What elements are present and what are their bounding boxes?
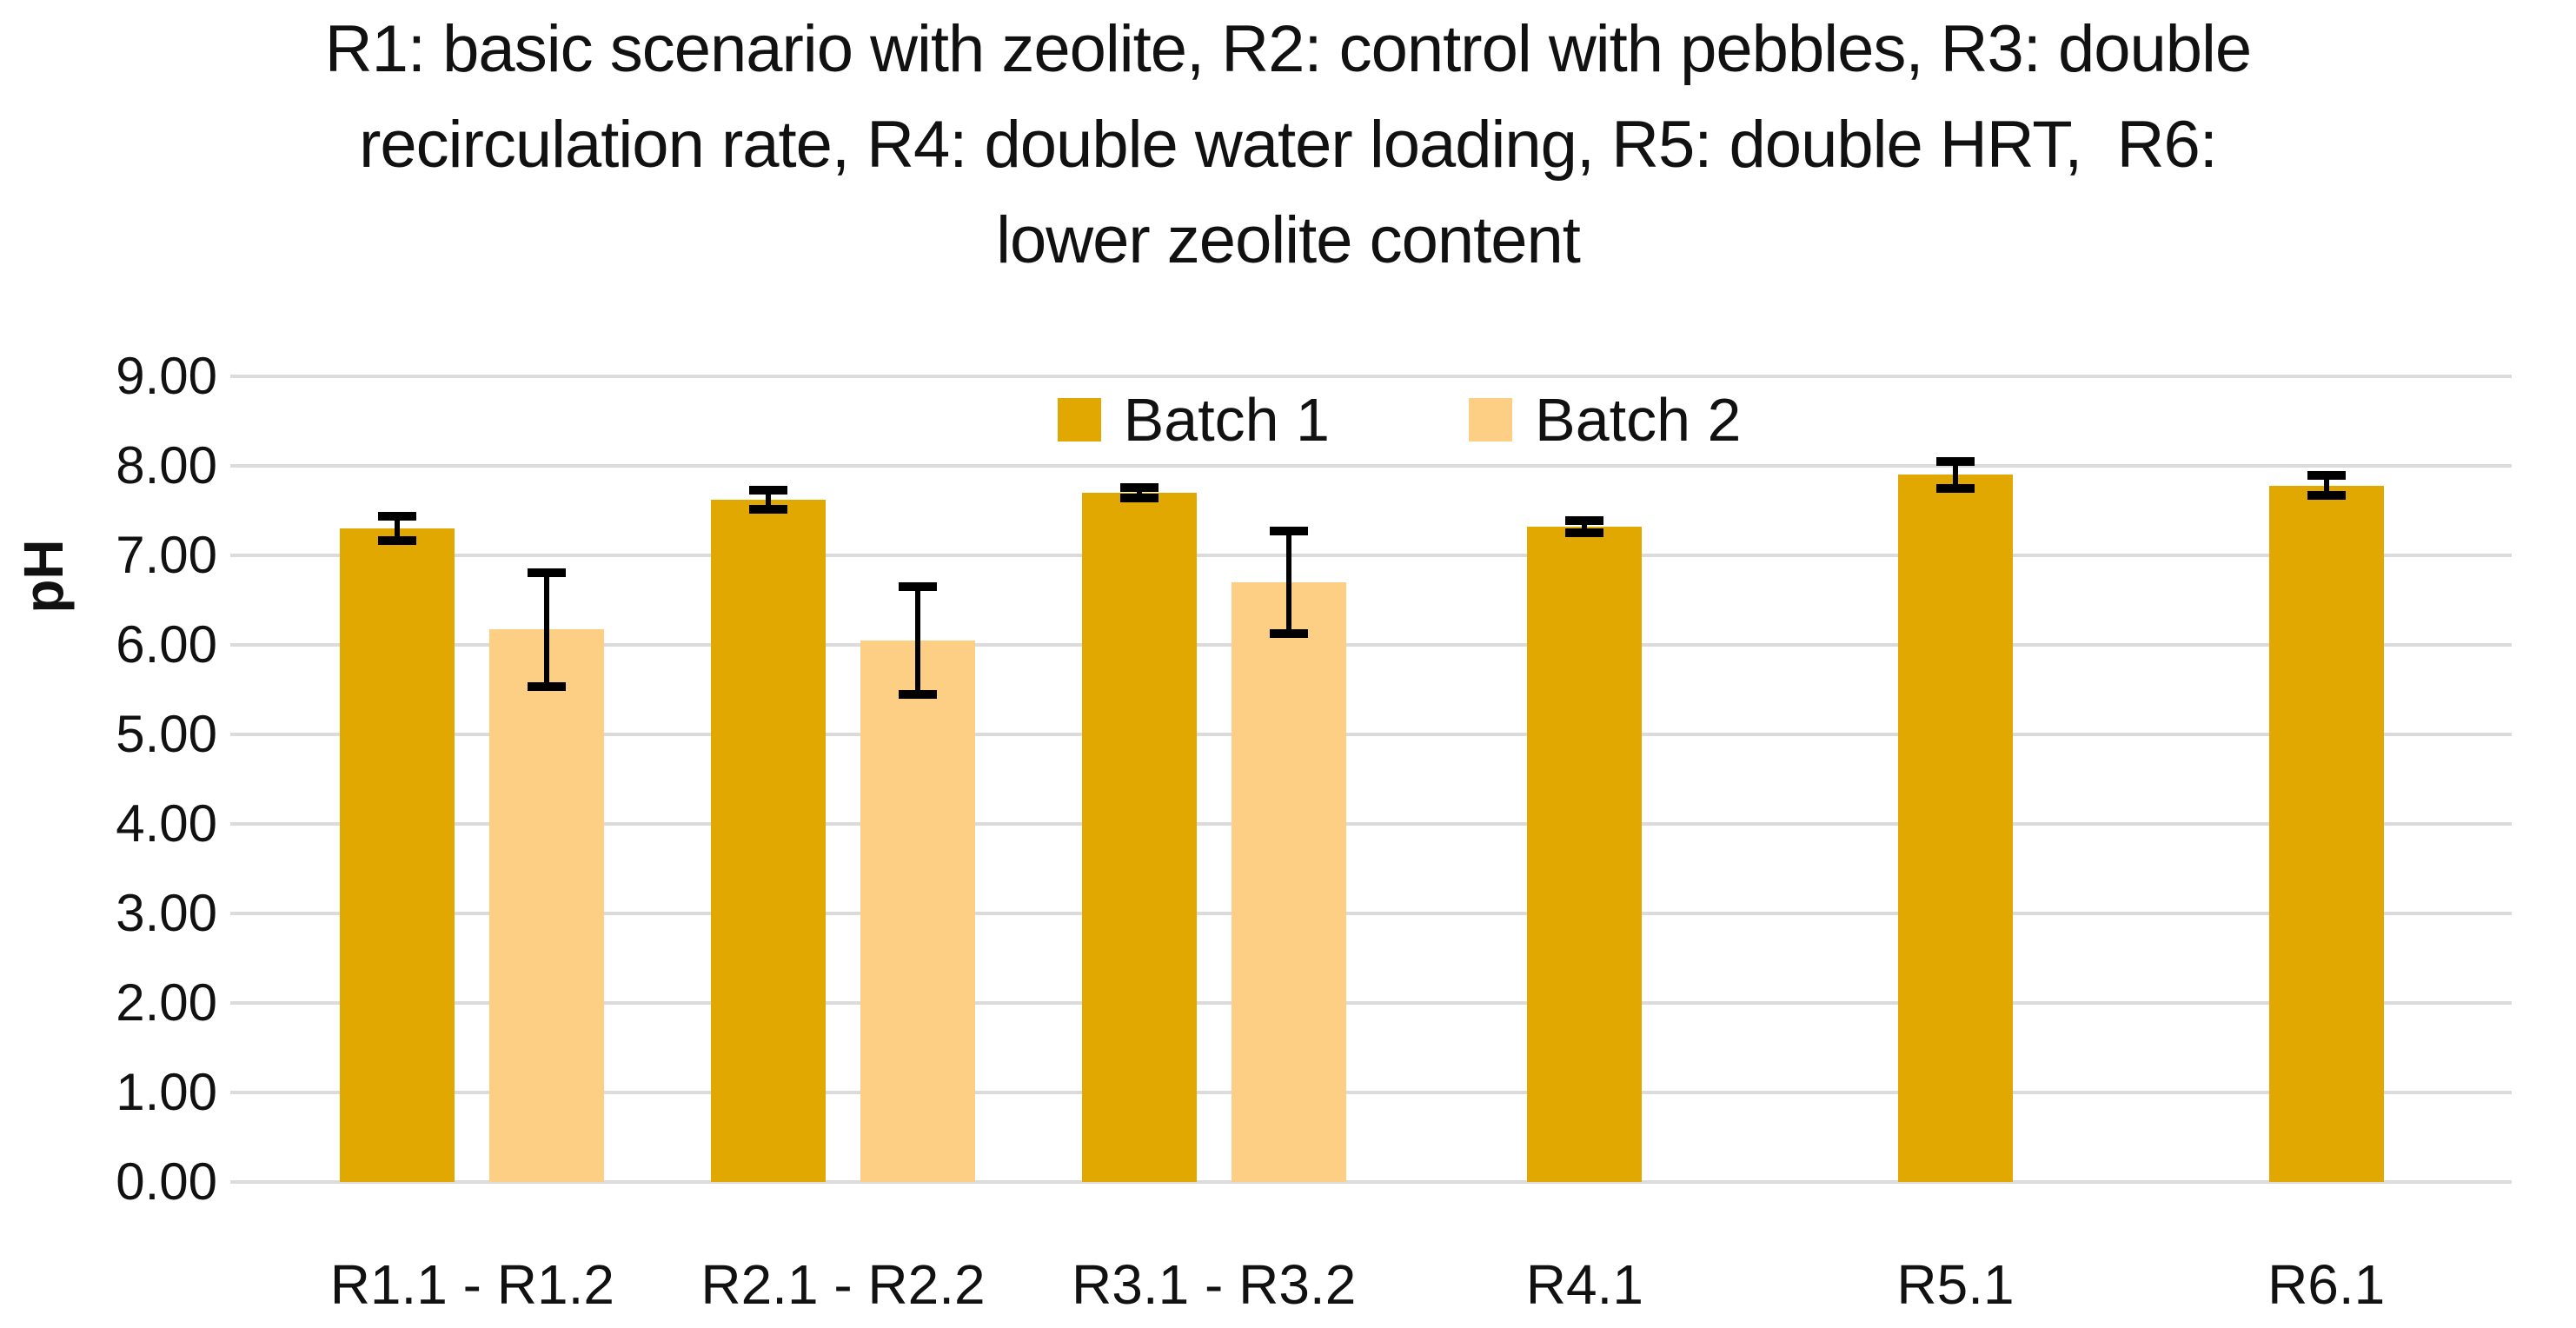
error-bar-cap-bottom [1119, 494, 1159, 503]
plot-area [230, 375, 2512, 1184]
error-bar-cap-top [1565, 515, 1604, 525]
legend-label-batch-2: Batch 2 [1535, 386, 1742, 454]
bar-batch1-R4.1 [1527, 527, 1643, 1182]
gridline-9.00 [230, 375, 2512, 378]
y-tick-label-4.00: 4.00 [116, 794, 217, 853]
x-axis-label-R6.1: R6.1 [2267, 1253, 2386, 1316]
legend-swatch-batch-2 [1469, 398, 1512, 442]
error-bar-cap-bottom [528, 682, 567, 692]
legend-item-batch-1: Batch 1 [1057, 386, 1330, 454]
gridline-1.00 [230, 1091, 2512, 1094]
y-tick-label-2.00: 2.00 [116, 973, 217, 1032]
error-bar-cap-top [2307, 471, 2346, 481]
y-tick-label-6.00: 6.00 [116, 615, 217, 674]
bar-batch1-R3.1-R3.2 [1081, 492, 1197, 1182]
chart-title: R1: basic scenario with zeolite, R2: con… [0, 2, 2576, 289]
gridline-4.00 [230, 822, 2512, 826]
error-bar-cap-bottom [1936, 483, 1975, 493]
bar-batch1-R1.1-R1.2 [340, 528, 455, 1182]
x-axis-label-R1.1-R1.2: R1.1 - R1.2 [329, 1253, 614, 1316]
error-bar-line [915, 588, 920, 693]
y-tick-label-3.00: 3.00 [116, 884, 217, 942]
chart-title-line-1: R1: basic scenario with zeolite, R2: con… [324, 12, 2252, 86]
gridline-6.00 [230, 643, 2512, 647]
legend-swatch-batch-1 [1057, 398, 1101, 442]
error-bar-cap-bottom [2307, 490, 2346, 500]
error-bar-cap-bottom [749, 505, 787, 515]
error-bar-line [1582, 521, 1588, 532]
error-bar-cap-bottom [1269, 628, 1308, 638]
error-bar-cap-top [899, 582, 937, 592]
error-bar-line [1953, 462, 1958, 487]
error-bar-cap-bottom [378, 536, 417, 546]
x-axis-labels: R1.1 - R1.2 R2.1 - R2.2 R3.1 - R3.2 R4.1 R5.… [287, 1252, 2512, 1321]
gridline-5.00 [230, 733, 2512, 736]
error-bar-cap-top [749, 485, 787, 495]
error-bar-line [2323, 477, 2329, 494]
error-bar-cap-bottom [1565, 528, 1604, 538]
error-bar-cap-top [1936, 456, 1975, 466]
bar-batch1-R6.1 [2268, 485, 2384, 1182]
error-bar-cap-top [378, 511, 417, 521]
y-tick-label-0.00: 0.00 [116, 1152, 217, 1211]
x-axis-label-R5.1: R5.1 [1896, 1253, 2015, 1316]
y-tick-label-8.00: 8.00 [116, 436, 217, 495]
gridline-0.00 [230, 1180, 2512, 1184]
error-bar-line [544, 574, 550, 686]
y-tick-label-5.00: 5.00 [116, 705, 217, 763]
chart-title-line-3: lower zeolite content [996, 203, 1581, 277]
y-tick-label-1.00: 1.00 [116, 1063, 217, 1121]
error-bar-cap-top [1119, 482, 1159, 492]
x-axis-label-R3.1-R3.2: R3.1 - R3.2 [1072, 1253, 1357, 1316]
bar-batch1-R5.1 [1898, 475, 2013, 1182]
gridline-7.00 [230, 554, 2512, 557]
error-bar-line [1285, 533, 1291, 632]
legend: Batch 1 Batch 2 [287, 389, 2512, 450]
chart-title-line-2: recirculation rate, R4: double water loa… [359, 108, 2218, 182]
gridline-2.00 [230, 1001, 2512, 1005]
error-bar-cap-top [528, 568, 567, 577]
error-bar-line [1136, 488, 1142, 496]
error-bar-cap-bottom [899, 689, 937, 699]
y-axis-tick-labels: 0.00 1.00 2.00 3.00 4.00 5.00 6.00 7.00 8.00 9.00 [0, 347, 217, 1211]
legend-item-batch-2: Batch 2 [1469, 389, 1741, 450]
bar-batch2-R2.1-R2.2 [860, 640, 975, 1182]
legend-label-batch-1: Batch 1 [1123, 386, 1330, 454]
bar-batch2-R1.1-R1.2 [489, 629, 605, 1182]
x-axis-label-R2.1-R2.2: R2.1 - R2.2 [700, 1253, 986, 1316]
gridline-8.00 [230, 464, 2512, 468]
bar-batch1-R2.1-R2.2 [711, 500, 826, 1182]
y-tick-label-9.00: 9.00 [116, 347, 217, 405]
y-tick-label-7.00: 7.00 [116, 526, 217, 584]
error-bar-line [395, 517, 401, 540]
gridline-3.00 [230, 912, 2512, 915]
error-bar-cap-top [1269, 527, 1308, 536]
error-bar-line [766, 491, 771, 508]
x-axis-label-R4.1: R4.1 [1525, 1253, 1643, 1316]
bar-batch2-R3.1-R3.2 [1231, 581, 1346, 1182]
